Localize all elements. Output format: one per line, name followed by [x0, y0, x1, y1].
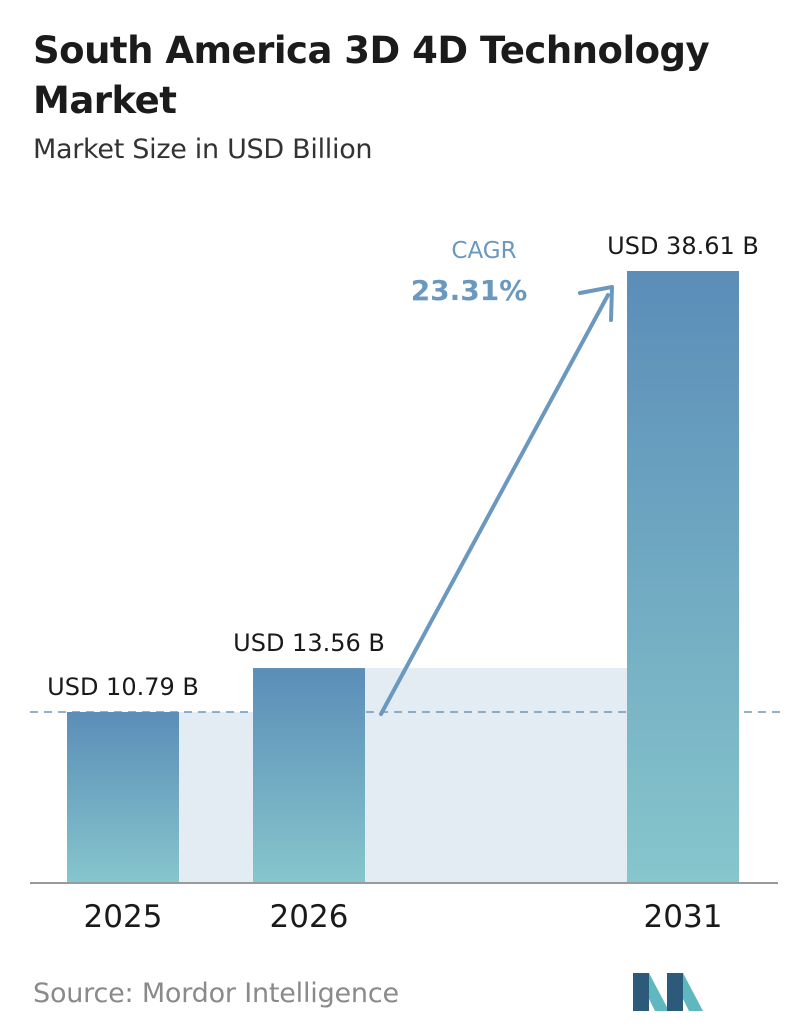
growth-band [179, 711, 253, 883]
source-note: Source: Mordor Intelligence [33, 978, 399, 1009]
bar-2031 [627, 271, 739, 883]
x-tick-label-2026: 2026 [270, 899, 349, 935]
cagr-label: CAGR [451, 238, 516, 264]
value-label-2031: USD 38.61 B [607, 232, 759, 260]
bar-2026 [253, 668, 365, 883]
x-tick-label-2025: 2025 [84, 899, 163, 935]
chart-title: South America 3D 4D Technology Market [33, 29, 710, 122]
x-tick-label-2031: 2031 [644, 899, 723, 935]
cagr-arrow [379, 285, 614, 716]
bars [67, 271, 739, 883]
growth-bands [179, 668, 627, 883]
growth-band [365, 668, 627, 883]
chart-subtitle: Market Size in USD Billion [33, 134, 373, 165]
logo-shape-mid2 [667, 973, 683, 1011]
value-label-2026: USD 13.56 B [233, 629, 385, 657]
logo-shape-mid [649, 973, 669, 1011]
cagr-arrow-shaft [379, 293, 610, 716]
cagr-arrow-head [578, 285, 614, 322]
bar-2025 [67, 711, 179, 883]
cagr-value: 23.31% [411, 274, 528, 307]
value-labels: USD 10.79 B USD 13.56 B USD 38.61 B [47, 232, 759, 701]
logo-shape-left [633, 973, 649, 1011]
value-label-2025: USD 10.79 B [47, 673, 199, 701]
mordor-intelligence-logo [633, 973, 703, 1011]
x-axis-labels: 2025 2026 2031 [84, 899, 723, 935]
logo-shape-right [683, 973, 703, 1011]
